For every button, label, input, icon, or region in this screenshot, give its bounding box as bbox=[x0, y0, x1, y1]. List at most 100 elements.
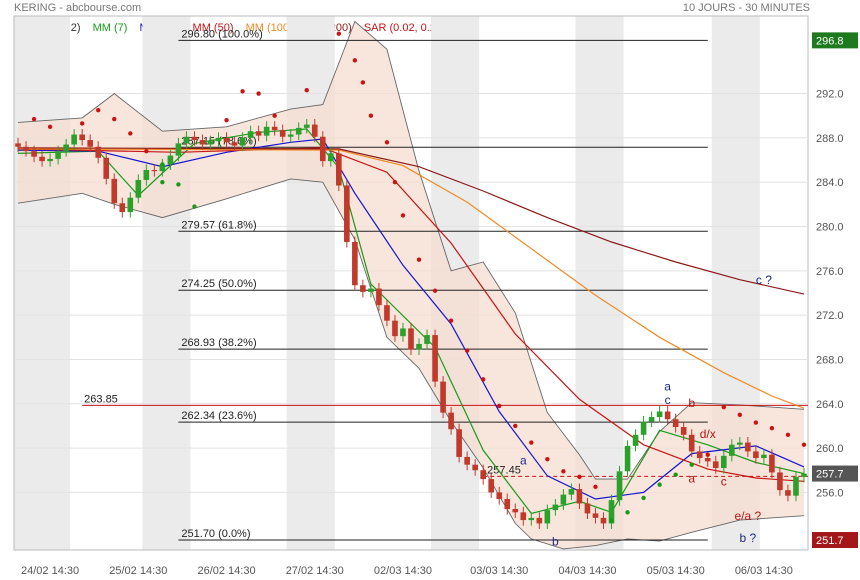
wave-label: b bbox=[552, 535, 559, 549]
y-tick-label: 268.0 bbox=[816, 354, 844, 366]
y-tick-label: 292.0 bbox=[816, 89, 844, 101]
chart-source-title: KERING - abcbourse.com bbox=[14, 2, 142, 14]
sar-dots bbox=[31, 31, 807, 523]
candle-body bbox=[432, 335, 438, 382]
candle-body bbox=[729, 444, 735, 456]
candle-body bbox=[79, 134, 85, 141]
candle-body bbox=[680, 427, 687, 435]
candle-body bbox=[712, 461, 719, 469]
candle-body bbox=[745, 442, 751, 452]
candle-body bbox=[352, 242, 358, 286]
x-tick-label: 03/03 14:30 bbox=[470, 565, 528, 577]
candle-body bbox=[231, 142, 238, 146]
sar-dot bbox=[497, 403, 502, 409]
candle-body bbox=[664, 411, 671, 420]
x-tick-label: 06/03 14:30 bbox=[735, 565, 793, 577]
candle-body bbox=[199, 140, 206, 145]
candle-body bbox=[424, 335, 430, 344]
candle-body bbox=[384, 305, 390, 321]
candle-body bbox=[279, 130, 286, 137]
candle-body bbox=[119, 203, 126, 213]
candle-body bbox=[368, 288, 374, 292]
sar-dot bbox=[416, 257, 422, 262]
y-tick-label: 288.0 bbox=[816, 133, 844, 145]
candle-body bbox=[720, 455, 727, 469]
y-axis: 256.0 260.0 264.0 268.0 272.0 276.0 280.0 284.0… bbox=[816, 89, 844, 500]
x-tick-label: 27/02 14:30 bbox=[286, 565, 344, 577]
x-tick-label: 02/03 14:30 bbox=[374, 565, 432, 577]
candle-body bbox=[47, 158, 53, 162]
y-tick-label: 264.0 bbox=[816, 399, 844, 411]
sar-dot bbox=[352, 58, 358, 63]
legend-mm100[interactable]: MM (100) bbox=[245, 22, 293, 34]
chart-period: 10 JOURS - 30 MINUTES bbox=[682, 2, 810, 14]
candles bbox=[15, 119, 807, 529]
session-shade bbox=[142, 16, 191, 550]
sar-dot bbox=[480, 377, 486, 382]
candle-body bbox=[183, 136, 190, 144]
candle-body bbox=[167, 155, 174, 165]
x-tick-label: 05/03 14:30 bbox=[647, 565, 705, 577]
candle-body bbox=[584, 503, 591, 514]
candle-body bbox=[408, 328, 414, 350]
candle-body bbox=[472, 464, 478, 471]
candle-body bbox=[488, 479, 495, 493]
sar-dot bbox=[256, 91, 261, 96]
candle-body bbox=[592, 513, 599, 518]
x-tick-label: 24/02 14:30 bbox=[21, 565, 79, 577]
fib-label: 268.93 (38.2%) bbox=[181, 337, 256, 349]
x-tick-label: 25/02 14:30 bbox=[109, 565, 167, 577]
candle-body bbox=[143, 169, 150, 180]
wave-label: c ? bbox=[756, 273, 772, 287]
candle-body bbox=[215, 137, 222, 142]
price-tag-text: 251.7 bbox=[816, 535, 844, 547]
session-shade bbox=[14, 16, 71, 550]
candle-body bbox=[255, 131, 262, 136]
sar-dot bbox=[272, 113, 277, 118]
legend-mm50[interactable]: MM (50) bbox=[192, 22, 234, 34]
candle-body bbox=[785, 490, 791, 496]
x-tick-label: 04/03 14:30 bbox=[558, 565, 616, 577]
sar-dot bbox=[336, 31, 342, 36]
candle-body bbox=[87, 140, 93, 147]
wave-label: b bbox=[688, 396, 695, 410]
y-tick-label: 272.0 bbox=[816, 310, 844, 322]
y-tick-label: 256.0 bbox=[816, 487, 844, 499]
candle-body bbox=[239, 137, 246, 146]
sar-dot bbox=[641, 495, 646, 501]
sar-dot bbox=[128, 131, 133, 136]
wave-label: a bbox=[688, 471, 695, 485]
bollinger-area bbox=[18, 21, 804, 549]
sar-dot bbox=[769, 425, 775, 431]
y-tick-label: 280.0 bbox=[816, 221, 844, 233]
candle-body bbox=[207, 141, 214, 145]
candle-body bbox=[761, 454, 767, 459]
moving-average-line bbox=[17, 147, 805, 295]
sar-dot bbox=[304, 88, 309, 93]
wave-label: c bbox=[665, 393, 671, 407]
legend-sar[interactable]: SAR (0.02, 0.2) bbox=[363, 22, 440, 34]
price-tag-text: 296.8 bbox=[816, 35, 844, 47]
candle-body bbox=[336, 153, 342, 186]
sar-dot bbox=[192, 204, 197, 209]
sar-dot bbox=[705, 452, 710, 457]
candle-body bbox=[640, 421, 647, 435]
legend-mm7[interactable]: MM (7) bbox=[92, 22, 128, 34]
moving-average-line bbox=[17, 138, 805, 500]
sar-dot bbox=[79, 121, 85, 126]
sar-dot bbox=[545, 456, 550, 462]
candle-body bbox=[295, 127, 302, 135]
y-tick-label: 260.0 bbox=[816, 443, 844, 455]
candle-body bbox=[15, 143, 21, 147]
sar-dot bbox=[432, 288, 438, 293]
sar-dot bbox=[464, 348, 470, 353]
sar-dot bbox=[657, 482, 662, 487]
candle-body bbox=[55, 151, 61, 159]
wave-label: e/a ? bbox=[734, 509, 761, 523]
candle-body bbox=[95, 146, 102, 158]
price-tag-box bbox=[812, 465, 858, 482]
sar-dot bbox=[625, 510, 630, 515]
candle-body bbox=[552, 504, 559, 511]
candle-body bbox=[456, 429, 462, 457]
